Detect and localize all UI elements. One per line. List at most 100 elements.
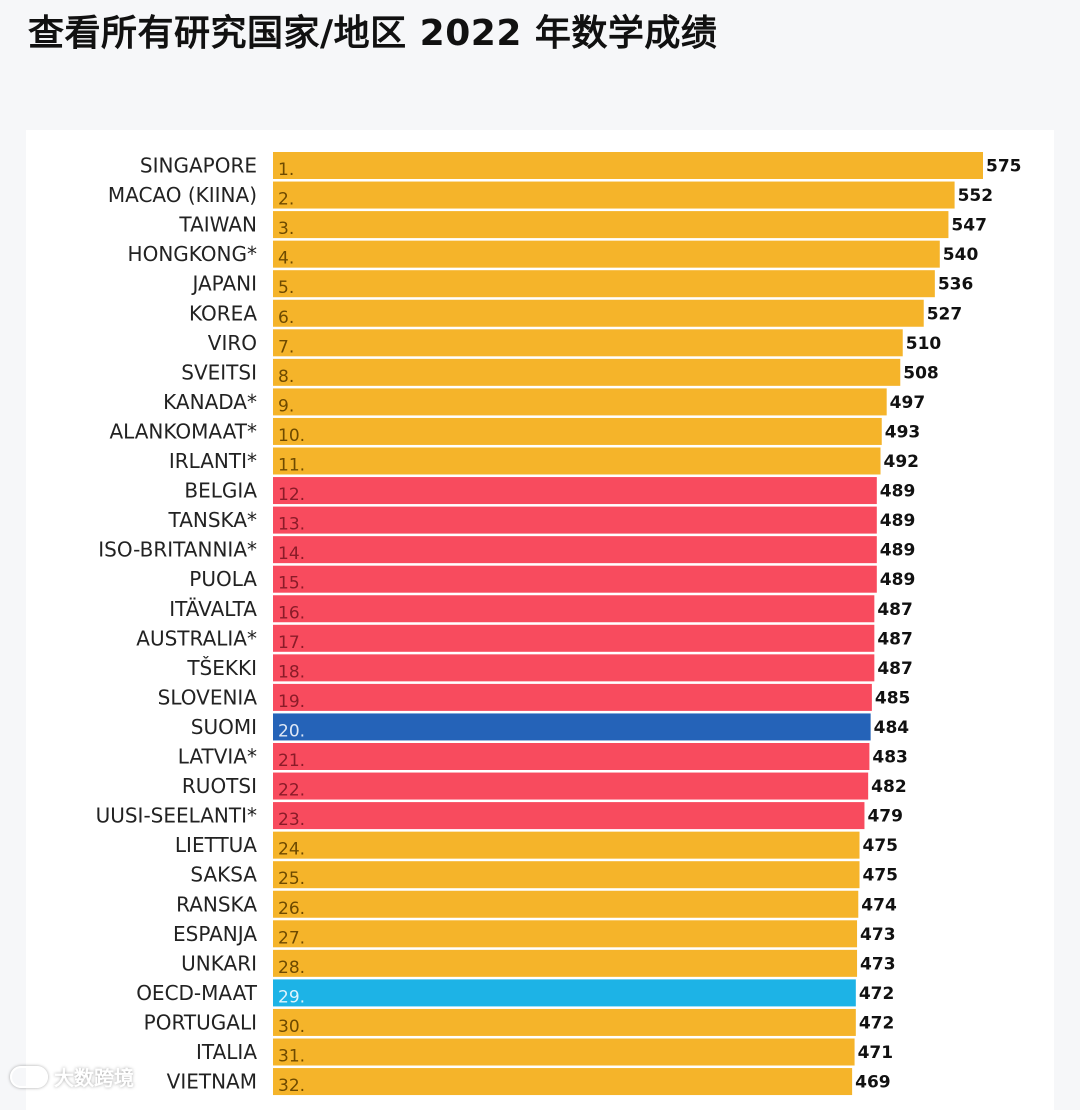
- rank-label: 9.: [278, 396, 294, 416]
- bar: [273, 270, 935, 298]
- data-label: 489: [880, 541, 916, 561]
- data-label: 510: [906, 334, 942, 354]
- bar: [273, 152, 983, 179]
- rank-label: 10.: [278, 426, 305, 446]
- data-label: 575: [986, 157, 1022, 177]
- rank-label: 8.: [278, 367, 294, 387]
- bar: [273, 979, 856, 1007]
- bar: [273, 506, 877, 534]
- rank-label: 24.: [278, 840, 305, 860]
- rank-label: 2.: [278, 190, 294, 210]
- data-label: 508: [903, 363, 939, 383]
- rank-label: 22.: [278, 781, 305, 801]
- bar: [273, 1038, 855, 1066]
- category-label: VIETNAM: [167, 1070, 257, 1094]
- category-label: KANADA*: [163, 390, 257, 414]
- bar: [273, 595, 875, 623]
- category-label: RANSKA: [176, 892, 257, 916]
- category-label: MACAO (KIINA): [108, 183, 257, 207]
- rank-label: 30.: [278, 1017, 305, 1037]
- bar: [273, 329, 903, 357]
- category-label: PORTUGALI: [144, 1010, 257, 1034]
- category-label: ALANKOMAAT*: [109, 419, 257, 443]
- category-label: UUSI-SEELANTI*: [96, 804, 257, 828]
- category-label: RUOTSI: [182, 774, 257, 798]
- category-label: BELGIA: [184, 479, 257, 503]
- category-label: IRLANTI*: [169, 449, 257, 473]
- rank-label: 15.: [278, 574, 305, 594]
- data-label: 485: [875, 688, 911, 708]
- bar: [273, 565, 877, 593]
- rank-label: 32.: [278, 1076, 305, 1096]
- rank-label: 20.: [278, 721, 305, 741]
- data-label: 483: [872, 748, 908, 768]
- category-label: TAIWAN: [178, 213, 257, 237]
- category-label: ITÄVALTA: [169, 597, 257, 621]
- data-label: 484: [874, 718, 910, 738]
- category-label: SLOVENIA: [158, 685, 258, 709]
- rank-label: 28.: [278, 958, 305, 978]
- bar: [273, 447, 881, 475]
- bar: [273, 624, 875, 652]
- bar: [273, 181, 955, 209]
- data-label: 493: [885, 422, 921, 442]
- rank-label: 27.: [278, 928, 305, 948]
- category-label: UNKARI: [181, 951, 257, 975]
- watermark: 大数跨境: [10, 1062, 134, 1091]
- rank-label: 19.: [278, 692, 305, 712]
- data-label: 479: [867, 807, 903, 827]
- bar: [273, 802, 865, 830]
- rank-label: 23.: [278, 810, 305, 830]
- category-label: JAPANI: [190, 272, 257, 296]
- bar: [273, 861, 860, 889]
- category-label: PUOLA: [189, 567, 257, 591]
- bar: [273, 1068, 853, 1096]
- category-label: SAKSA: [190, 863, 257, 887]
- data-label: 473: [860, 954, 896, 974]
- data-label: 469: [855, 1073, 891, 1093]
- ellipse-logo-icon: [10, 1065, 48, 1088]
- bar: [273, 211, 949, 239]
- category-label: ISO-BRITANNIA*: [98, 538, 257, 562]
- category-label: VIRO: [208, 331, 257, 355]
- rank-label: 13.: [278, 515, 305, 535]
- bar: [273, 536, 877, 564]
- rank-label: 18.: [278, 662, 305, 682]
- rank-label: 11.: [278, 456, 305, 476]
- data-label: 497: [890, 393, 926, 413]
- rank-label: 25.: [278, 869, 305, 889]
- category-label: OECD-MAAT: [136, 981, 258, 1005]
- bar: [273, 920, 858, 948]
- category-label: ESPANJA: [173, 922, 257, 946]
- bar: [273, 358, 901, 386]
- bar: [273, 417, 882, 445]
- data-label: 482: [871, 777, 907, 797]
- bar: [273, 299, 924, 327]
- category-label: TANSKA*: [168, 508, 257, 532]
- watermark-text: 大数跨境: [54, 1066, 134, 1090]
- category-label: SINGAPORE: [140, 154, 257, 178]
- rank-label: 16.: [278, 603, 305, 623]
- data-label: 475: [863, 866, 899, 886]
- bar: [273, 654, 875, 682]
- bar: [273, 240, 940, 268]
- data-label: 489: [880, 482, 916, 502]
- rank-label: 4.: [278, 249, 294, 269]
- data-label: 487: [877, 600, 913, 620]
- bar: [273, 1008, 856, 1036]
- rank-label: 17.: [278, 633, 305, 653]
- category-label: KOREA: [189, 301, 257, 325]
- category-label: SVEITSI: [181, 360, 257, 384]
- data-label: 527: [927, 304, 963, 324]
- rank-label: 3.: [278, 219, 294, 239]
- category-label: LATVIA*: [178, 745, 257, 769]
- bar: [273, 743, 870, 770]
- data-label: 471: [858, 1043, 894, 1063]
- category-label: HONGKONG*: [128, 242, 257, 266]
- rank-label: 5.: [278, 278, 294, 298]
- data-label: 487: [877, 659, 913, 679]
- rank-label: 14.: [278, 544, 305, 564]
- data-label: 547: [951, 216, 987, 236]
- data-label: 489: [880, 511, 916, 531]
- rank-label: 21.: [278, 751, 305, 771]
